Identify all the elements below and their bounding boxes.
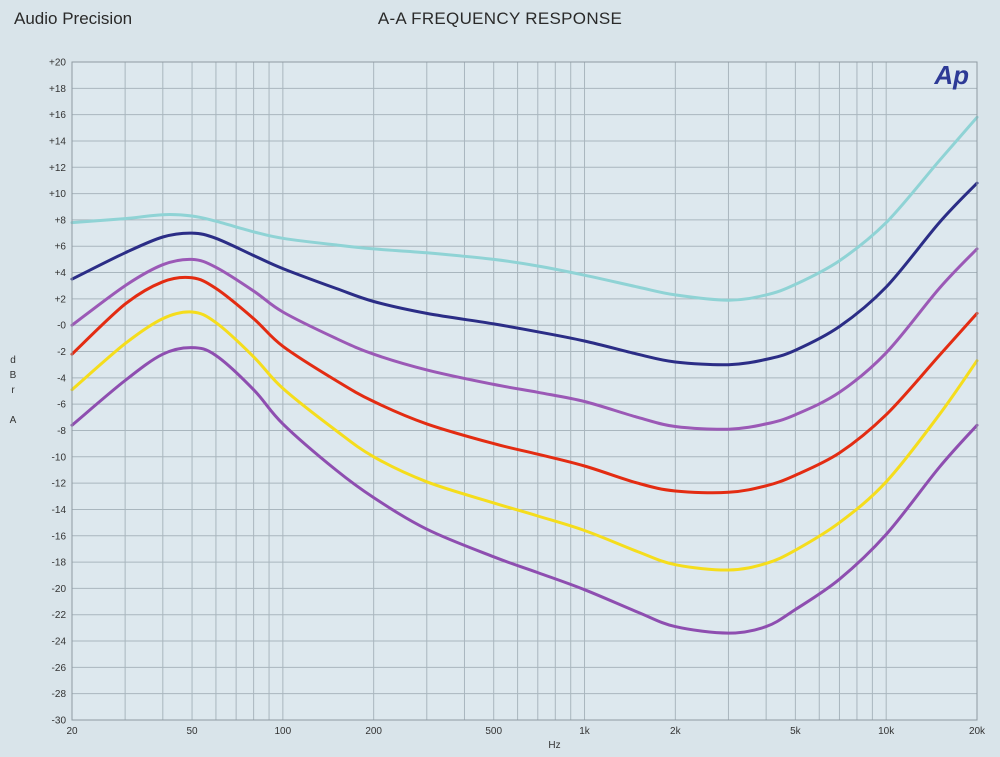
y-tick-label: +16 <box>49 110 66 121</box>
x-tick-label: 5k <box>790 726 802 737</box>
series-line-trace-6 <box>70 346 979 635</box>
y-tick-label: +14 <box>49 136 66 147</box>
plot-frame <box>71 61 978 721</box>
y-tick-label: -18 <box>52 558 67 569</box>
y-tick-label: -16 <box>52 531 67 542</box>
y-axis-label-char: d <box>10 355 16 366</box>
y-tick-label: -20 <box>52 584 67 595</box>
y-tick-label: -8 <box>57 426 66 437</box>
y-axis-ticks: +20 +18 +16 +14 +12 +10 +8 +6 +4 +2 -0 -2 -4 -6 -8 -10 -… <box>49 58 66 727</box>
y-axis-label-char: r <box>11 385 15 396</box>
y-tick-label: -6 <box>57 400 66 411</box>
x-tick-label: 100 <box>275 726 292 737</box>
x-tick-label: 2k <box>670 726 682 737</box>
y-axis-label-char: B <box>10 370 17 381</box>
minor-grid <box>71 62 978 720</box>
x-axis-label: Hz <box>548 740 560 751</box>
y-tick-label: -2 <box>57 347 66 358</box>
x-tick-label: 20 <box>66 726 78 737</box>
x-tick-label: 500 <box>485 726 502 737</box>
y-tick-label: -4 <box>57 373 66 384</box>
y-tick-label: +20 <box>49 58 66 69</box>
y-tick-label: +18 <box>49 84 66 95</box>
y-tick-label: +4 <box>55 268 67 279</box>
chart-title: A-A FREQUENCY RESPONSE <box>377 9 623 28</box>
y-tick-label: -10 <box>52 452 67 463</box>
y-tick-label: -12 <box>52 479 67 490</box>
brand-label: Audio Precision <box>14 9 133 28</box>
y-tick-label: -28 <box>52 689 67 700</box>
y-tick-label: -14 <box>52 505 67 516</box>
ap-logo: Ap <box>933 60 969 90</box>
series-line-trace-5 <box>70 310 979 572</box>
y-tick-label: -22 <box>52 610 67 621</box>
y-tick-label: -24 <box>52 637 67 648</box>
series-line-trace-1 <box>70 115 979 302</box>
y-axis-label-char: A <box>10 415 17 426</box>
y-tick-label: +12 <box>49 163 66 174</box>
y-tick-label: -26 <box>52 663 67 674</box>
y-tick-label: +2 <box>55 294 67 305</box>
y-tick-label: +8 <box>55 215 67 226</box>
y-tick-label: -0 <box>57 321 66 332</box>
y-axis-label: dBr A <box>10 355 17 426</box>
x-tick-label: 200 <box>365 726 382 737</box>
y-tick-label: +10 <box>49 189 66 200</box>
y-tick-label: +6 <box>55 242 67 253</box>
x-tick-label: 1k <box>579 726 591 737</box>
series-line-trace-3 <box>70 247 979 431</box>
series-line-trace-2 <box>70 181 979 367</box>
x-tick-label: 10k <box>878 726 895 737</box>
x-tick-label: 20k <box>969 726 986 737</box>
series-line-trace-4 <box>70 275 979 495</box>
y-tick-label: -30 <box>52 716 67 727</box>
series-layer <box>70 115 979 635</box>
x-tick-label: 50 <box>186 726 198 737</box>
x-axis-ticks: 20 50 100 200 500 1k 2k 5k 10k 20k <box>66 726 986 737</box>
